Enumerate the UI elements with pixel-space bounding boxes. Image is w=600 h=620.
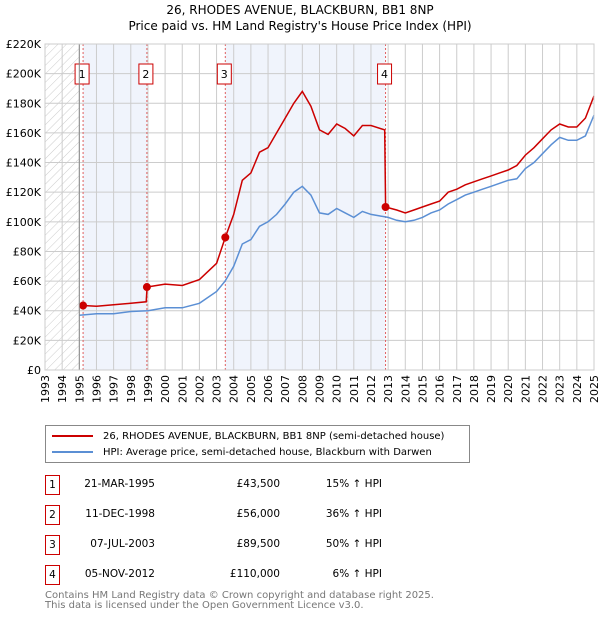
transaction-price: £56,000 <box>236 508 280 520</box>
transaction-price: £89,500 <box>236 538 280 550</box>
price-chart: 26, RHODES AVENUE, BLACKBURN, BB1 8NP Pr… <box>6 3 600 403</box>
x-tick-label: 2012 <box>365 375 378 403</box>
y-tick-label: £200K <box>6 68 42 81</box>
transaction-hpi: 50% ↑ HPI <box>325 538 382 550</box>
transaction-row: 4 05-NOV-2012 £110,000 6% ↑ HPI <box>45 565 465 585</box>
x-tick-label: 2023 <box>554 375 567 403</box>
y-tick-label: £80K <box>13 245 42 258</box>
chart-subtitle: Price paid vs. HM Land Registry's House … <box>128 19 471 33</box>
y-tick-label: £100K <box>6 216 42 229</box>
legend-swatch-blue <box>52 451 93 453</box>
y-tick-label: £60K <box>13 275 42 288</box>
x-tick-label: 2014 <box>399 375 412 403</box>
transaction-price: £43,500 <box>236 478 280 490</box>
x-tick-label: 1999 <box>142 375 155 403</box>
x-tick-label: 1993 <box>39 375 52 403</box>
x-tick-label: 1998 <box>125 375 138 403</box>
x-tick-label: 1996 <box>90 375 103 403</box>
sale-marker-label: 2 <box>142 68 149 81</box>
x-tick-label: 2018 <box>468 375 481 403</box>
x-tick-label: 2009 <box>314 375 327 403</box>
transaction-price: £110,000 <box>229 568 280 580</box>
chart-title: 26, RHODES AVENUE, BLACKBURN, BB1 8NP <box>166 3 433 17</box>
x-tick-label: 2025 <box>588 375 600 403</box>
property-series-line <box>83 90 595 308</box>
transaction-row: 3 07-JUL-2003 £89,500 50% ↑ HPI <box>45 535 465 555</box>
x-tick-label: 2020 <box>502 375 515 403</box>
y-tick-label: £160K <box>6 127 42 140</box>
sale-point <box>381 203 390 211</box>
sale-marker-label: 1 <box>79 68 86 81</box>
hpi-series-line <box>79 114 595 316</box>
footer-line: Contains HM Land Registry data © Crown c… <box>45 590 434 601</box>
sale-marker-box <box>216 63 232 85</box>
transaction-date: 11-DEC-1998 <box>85 508 155 520</box>
x-tick-label: 2017 <box>451 375 464 403</box>
footer: Contains HM Land Registry data © Crown c… <box>45 591 434 611</box>
sale-marker-box <box>138 63 154 85</box>
y-tick-label: £40K <box>13 305 42 318</box>
sale-marker-label: 4 <box>381 68 388 81</box>
sale-marker-box <box>377 63 393 85</box>
sale-point <box>142 283 151 292</box>
transaction-hpi: 36% ↑ HPI <box>325 508 382 520</box>
sale-marker-box <box>74 63 90 85</box>
ownership-shade <box>225 44 386 370</box>
x-tick-label: 2013 <box>382 375 395 403</box>
sale-marker-label: 3 <box>221 68 228 81</box>
ownership-shade <box>83 44 147 370</box>
x-tick-label: 2010 <box>331 375 344 403</box>
y-tick-label: £180K <box>6 97 42 110</box>
x-tick-label: 2007 <box>279 375 292 403</box>
legend-label: 26, RHODES AVENUE, BLACKBURN, BB1 8NP (s… <box>103 430 445 442</box>
transaction-date: 07-JUL-2003 <box>90 538 155 550</box>
x-tick-label: 1994 <box>56 375 69 403</box>
x-tick-label: 2005 <box>245 375 258 403</box>
x-tick-label: 2006 <box>262 375 275 403</box>
x-tick-label: 2000 <box>159 375 172 403</box>
legend-label: HPI: Average price, semi-detached house,… <box>103 446 432 458</box>
legend: 26, RHODES AVENUE, BLACKBURN, BB1 8NP (s… <box>45 425 470 463</box>
legend-swatch-red <box>52 435 93 437</box>
y-tick-label: £140K <box>6 157 42 170</box>
x-tick-label: 2022 <box>537 375 550 403</box>
x-tick-label: 2008 <box>296 375 309 403</box>
y-tick-label: £0 <box>27 364 41 377</box>
x-tick-label: 1997 <box>108 375 121 403</box>
y-tick-label: £220K <box>6 38 42 51</box>
transaction-row: 2 11-DEC-1998 £56,000 36% ↑ HPI <box>45 505 465 525</box>
y-tick-label: £20K <box>13 334 42 347</box>
plot-border <box>44 43 595 371</box>
x-tick-label: 2024 <box>571 375 584 403</box>
transaction-marker: 3 <box>45 535 60 555</box>
legend-item-hpi: HPI: Average price, semi-detached house,… <box>46 444 432 460</box>
transaction-date: 21-MAR-1995 <box>84 478 155 490</box>
x-tick-label: 2021 <box>519 375 532 403</box>
transaction-hpi: 6% ↑ HPI <box>332 568 382 580</box>
transaction-date: 05-NOV-2012 <box>84 568 155 580</box>
sale-point <box>79 301 88 310</box>
x-tick-label: 2015 <box>416 375 429 403</box>
x-tick-label: 2019 <box>485 375 498 403</box>
x-tick-label: 1995 <box>73 375 86 403</box>
transaction-marker: 1 <box>45 475 60 495</box>
x-tick-label: 2011 <box>348 375 361 403</box>
x-tick-label: 2016 <box>434 375 447 403</box>
transaction-marker: 2 <box>45 505 60 525</box>
sale-point <box>221 233 230 242</box>
footer-line: This data is licensed under the Open Gov… <box>45 600 364 611</box>
transaction-row: 1 21-MAR-1995 £43,500 15% ↑ HPI <box>45 475 465 495</box>
x-tick-label: 2001 <box>176 375 189 403</box>
transaction-marker: 4 <box>45 565 60 585</box>
x-tick-label: 2003 <box>211 375 224 403</box>
legend-item-property: 26, RHODES AVENUE, BLACKBURN, BB1 8NP (s… <box>46 428 444 444</box>
x-tick-label: 2002 <box>193 375 206 403</box>
transaction-hpi: 15% ↑ HPI <box>325 478 382 490</box>
x-tick-label: 2004 <box>228 375 241 403</box>
y-tick-label: £120K <box>6 186 42 199</box>
